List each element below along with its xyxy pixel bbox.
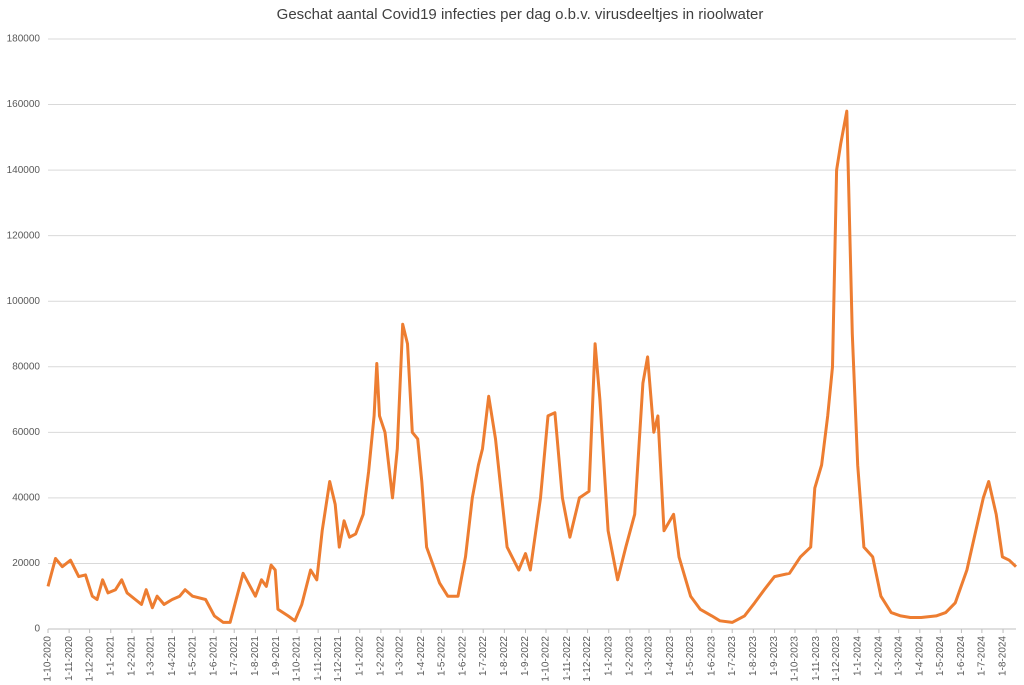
x-tick-label: 1-6-2021	[208, 636, 219, 676]
x-tick-label: 1-4-2024	[914, 636, 925, 676]
y-tick-label: 20000	[12, 558, 40, 569]
x-tick-label: 1-7-2021	[229, 636, 240, 676]
x-tick-label: 1-10-2023	[790, 636, 801, 682]
y-tick-label: 140000	[7, 165, 41, 176]
y-tick-label: 180000	[7, 34, 41, 45]
x-tick-label: 1-3-2023	[644, 636, 655, 676]
x-tick-label: 1-12-2022	[582, 636, 593, 682]
x-tick-label: 1-1-2022	[354, 636, 365, 676]
x-tick-label: 1-10-2021	[292, 636, 303, 682]
y-tick-label: 160000	[7, 99, 41, 110]
x-tick-label: 1-2-2024	[874, 636, 885, 676]
x-tick-label: 1-3-2022	[395, 636, 406, 676]
y-tick-label: 40000	[12, 493, 40, 504]
x-tick-label: 1-4-2022	[416, 636, 427, 676]
x-tick-label: 1-1-2023	[603, 636, 614, 676]
x-tick-label: 1-12-2021	[333, 636, 344, 682]
line-series	[46, 109, 1018, 624]
chart-title: Geschat aantal Covid19 infecties per dag…	[277, 6, 764, 23]
x-tick-label: 1-8-2021	[250, 636, 261, 676]
x-tick-label: 1-10-2020	[43, 636, 54, 682]
x-tick-label: 1-5-2024	[935, 636, 946, 676]
x-tick-label: 1-11-2023	[811, 636, 822, 681]
x-tick-label: 1-8-2023	[748, 636, 759, 676]
x-tick-label: 1-3-2021	[146, 636, 157, 676]
x-tick-label: 1-12-2023	[831, 636, 842, 682]
y-tick-label: 100000	[7, 296, 41, 307]
x-tick-label: 1-5-2023	[685, 636, 696, 676]
x-tick-label: 1-3-2024	[893, 636, 904, 676]
x-tick-label: 1-6-2024	[956, 636, 967, 676]
x-tick-label: 1-6-2023	[706, 636, 717, 676]
x-tick-label: 1-2-2021	[127, 636, 138, 676]
x-tick-label: 1-12-2020	[84, 636, 95, 682]
x-tick-label: 1-9-2021	[271, 636, 282, 676]
x-tick-label: 1-11-2020	[64, 636, 75, 681]
x-tick-label: 1-11-2022	[562, 636, 573, 681]
x-tick-label: 1-1-2021	[105, 636, 116, 676]
x-tick-label: 1-11-2021	[313, 636, 324, 681]
x-tick-label: 1-7-2023	[727, 636, 738, 676]
x-tick-label: 1-2-2023	[625, 636, 636, 676]
x-tick-label: 1-7-2022	[478, 636, 489, 676]
x-tick-label: 1-5-2022	[436, 636, 447, 676]
x-tick-label: 1-9-2022	[520, 636, 531, 676]
x-tick-label: 1-7-2024	[977, 636, 988, 676]
y-tick-label: 60000	[12, 427, 40, 438]
y-tick-label: 0	[34, 624, 40, 635]
x-tick-label: 1-4-2023	[665, 636, 676, 676]
x-tick-label: 1-5-2021	[187, 636, 198, 676]
x-tick-label: 1-9-2023	[769, 636, 780, 676]
x-tick-label: 1-1-2024	[852, 636, 863, 676]
x-tick-label: 1-8-2024	[998, 636, 1009, 676]
x-tick-label: 1-2-2022	[376, 636, 387, 676]
x-tick-label: 1-6-2022	[457, 636, 468, 676]
x-tick-label: 1-4-2021	[167, 636, 178, 676]
y-tick-label: 80000	[12, 361, 40, 372]
x-tick-label: 1-8-2022	[499, 636, 510, 676]
x-tick-label: 1-10-2022	[541, 636, 552, 682]
y-tick-label: 120000	[7, 230, 41, 241]
